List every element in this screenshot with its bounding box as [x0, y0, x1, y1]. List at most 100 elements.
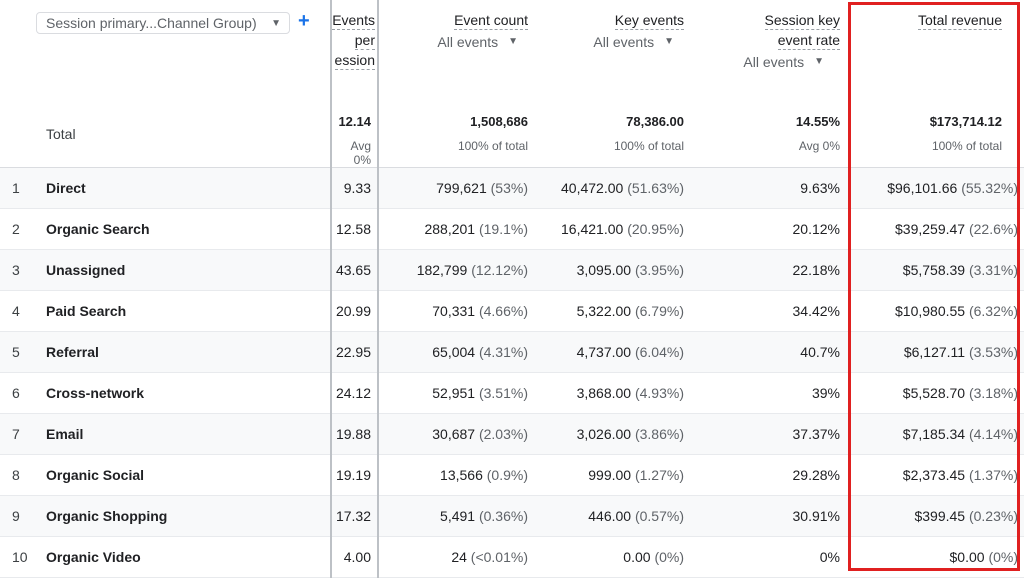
row-total-revenue-percent: (3.18%) [968, 385, 1018, 401]
row-key-events: 5,322.00 (6.79%) [534, 290, 690, 332]
row-channel-name: Organic Video [36, 536, 332, 578]
session-key-event-rate-filter[interactable]: All events ▼ [690, 52, 840, 72]
row-session-key-event-rate-value: 0% [819, 549, 840, 565]
row-key-events: 3,095.00 (3.95%) [534, 249, 690, 291]
row-total-revenue: $96,101.66 (55.32%) [846, 167, 1024, 209]
row-key-events-value: 4,737.00 [576, 344, 632, 360]
table-row[interactable]: 5 Referral 22.95 65,004 (4.31%) 4,737.00 (6.… [0, 331, 1024, 373]
row-session-key-event-rate-value: 22.18% [792, 262, 840, 278]
row-total-revenue-value: $6,127.11 [903, 344, 966, 360]
row-event-count-percent: (53%) [490, 180, 528, 196]
totals-total-revenue: $173,714.12 100% of total [846, 100, 1024, 168]
row-total-revenue-percent: (0.23%) [968, 508, 1018, 524]
row-rank-value: 5 [12, 344, 20, 360]
row-events-per-session: 43.65 [331, 249, 379, 291]
key-events-label: Key events [614, 12, 684, 30]
row-events-per-session: 22.95 [331, 331, 379, 373]
row-channel-name-value: Organic Video [46, 549, 141, 565]
row-channel-name: Cross-network [36, 372, 332, 414]
header-event-count[interactable]: Event count All events ▼ [378, 0, 534, 100]
row-key-events-percent: (4.93%) [634, 385, 684, 401]
row-rank-value: 10 [12, 549, 28, 565]
row-events-per-session-value: 43.65 [335, 262, 371, 278]
table-row[interactable]: 10 Organic Video 4.00 24 (<0.01%) 0.00 (0%) 0… [0, 536, 1024, 578]
row-key-events: 446.00 (0.57%) [534, 495, 690, 537]
row-channel-name: Direct [36, 167, 332, 209]
row-key-events: 40,472.00 (51.63%) [534, 167, 690, 209]
table-row[interactable]: 9 Organic Shopping 17.32 5,491 (0.36%) 446.0… [0, 495, 1024, 537]
row-total-revenue-percent: (55.32%) [961, 180, 1018, 196]
totals-key-events-value: 78,386.00 [626, 114, 684, 129]
header-key-events[interactable]: Key events All events ▼ [534, 0, 690, 100]
row-channel-name: Referral [36, 331, 332, 373]
header-total-revenue[interactable]: Total revenue [846, 0, 1024, 100]
row-session-key-event-rate: 20.12% [690, 208, 846, 250]
row-session-key-event-rate: 34.42% [690, 290, 846, 332]
row-total-revenue-value: $399.45 [914, 508, 966, 524]
table-row[interactable]: 4 Paid Search 20.99 70,331 (4.66%) 5,322.00 … [0, 290, 1024, 332]
key-events-filter[interactable]: All events ▼ [534, 32, 684, 52]
row-total-revenue: $399.45 (0.23%) [846, 495, 1024, 537]
totals-rate-value: 14.55% [795, 114, 840, 129]
add-dimension-plus-icon[interactable]: + [298, 10, 310, 32]
row-session-key-event-rate-value: 29.28% [792, 467, 840, 483]
row-session-key-event-rate: 9.63% [690, 167, 846, 209]
row-channel-name: Paid Search [36, 290, 332, 332]
key-events-filter-label: All events [593, 34, 655, 50]
row-key-events-percent: (3.95%) [634, 262, 684, 278]
event-count-filter[interactable]: All events ▼ [379, 32, 528, 52]
row-key-events: 999.00 (1.27%) [534, 454, 690, 496]
events-per-session-line-1: Events [332, 12, 375, 30]
row-event-count-percent: (4.66%) [478, 303, 528, 319]
row-event-count: 13,566 (0.9%) [378, 454, 534, 496]
row-key-events-percent: (6.79%) [634, 303, 684, 319]
row-key-events-percent: (0%) [654, 549, 684, 565]
dimension-selector[interactable]: Session primary...Channel Group) ▼ [36, 12, 290, 34]
row-event-count: 30,687 (2.03%) [378, 413, 534, 455]
row-rank: 4 [0, 290, 36, 332]
row-event-count-value: 5,491 [440, 508, 476, 524]
totals-event-count-value: 1,508,686 [470, 114, 528, 129]
table-row[interactable]: 8 Organic Social 19.19 13,566 (0.9%) 999.00 … [0, 454, 1024, 496]
session-key-event-rate-line-2: event rate [777, 32, 840, 50]
row-event-count: 65,004 (4.31%) [378, 331, 534, 373]
caret-down-icon: ▼ [508, 36, 518, 47]
row-total-revenue-value: $5,758.39 [902, 262, 966, 278]
row-event-count-value: 65,004 [432, 344, 476, 360]
events-per-session-line-2: per [354, 32, 375, 50]
row-total-revenue-percent: (6.32%) [968, 303, 1018, 319]
table-row[interactable]: 2 Organic Search 12.58 288,201 (19.1%) 16,42… [0, 208, 1024, 250]
events-per-session-line-3: ession [334, 52, 375, 70]
totals-events-per-session: 12.14 Avg 0% [331, 100, 379, 168]
totals-event-count-sub: 100% of total [457, 139, 528, 153]
row-rank: 1 [0, 167, 36, 209]
row-event-count-percent: (12.12%) [471, 262, 528, 278]
row-events-per-session: 20.99 [331, 290, 379, 332]
row-session-key-event-rate: 40.7% [690, 331, 846, 373]
row-session-key-event-rate-value: 39% [811, 385, 840, 401]
totals-event-count: 1,508,686 100% of total [378, 100, 534, 168]
row-key-events-value: 446.00 [588, 508, 632, 524]
row-event-count-percent: (0.9%) [486, 467, 528, 483]
row-events-per-session: 19.19 [331, 454, 379, 496]
row-event-count-percent: (4.31%) [478, 344, 528, 360]
totals-revenue-sub: 100% of total [931, 139, 1002, 153]
header-session-key-event-rate[interactable]: Session key event rate All events ▼ [690, 0, 846, 100]
row-event-count: 182,799 (12.12%) [378, 249, 534, 291]
row-total-revenue-value: $7,185.34 [902, 426, 966, 442]
row-total-revenue-percent: (3.53%) [968, 344, 1018, 360]
row-key-events-value: 0.00 [623, 549, 651, 565]
row-channel-name-value: Direct [46, 180, 86, 196]
row-total-revenue-percent: (3.31%) [968, 262, 1018, 278]
totals-events-per-session-sub: Avg 0% [350, 139, 371, 167]
row-rank: 5 [0, 331, 36, 373]
table-row[interactable]: 1 Direct 9.33 799,621 (53%) 40,472.00 (51.63… [0, 167, 1024, 209]
header-events-per-session[interactable]: Events per ession [331, 0, 379, 100]
table-row[interactable]: 3 Unassigned 43.65 182,799 (12.12%) 3,095.00… [0, 249, 1024, 291]
row-total-revenue: $10,980.55 (6.32%) [846, 290, 1024, 332]
row-total-revenue-value: $10,980.55 [895, 303, 966, 319]
row-session-key-event-rate-value: 20.12% [792, 221, 840, 237]
row-session-key-event-rate: 22.18% [690, 249, 846, 291]
table-row[interactable]: 7 Email 19.88 30,687 (2.03%) 3,026.00 (3.86%… [0, 413, 1024, 455]
table-row[interactable]: 6 Cross-network 24.12 52,951 (3.51%) 3,868.0… [0, 372, 1024, 414]
